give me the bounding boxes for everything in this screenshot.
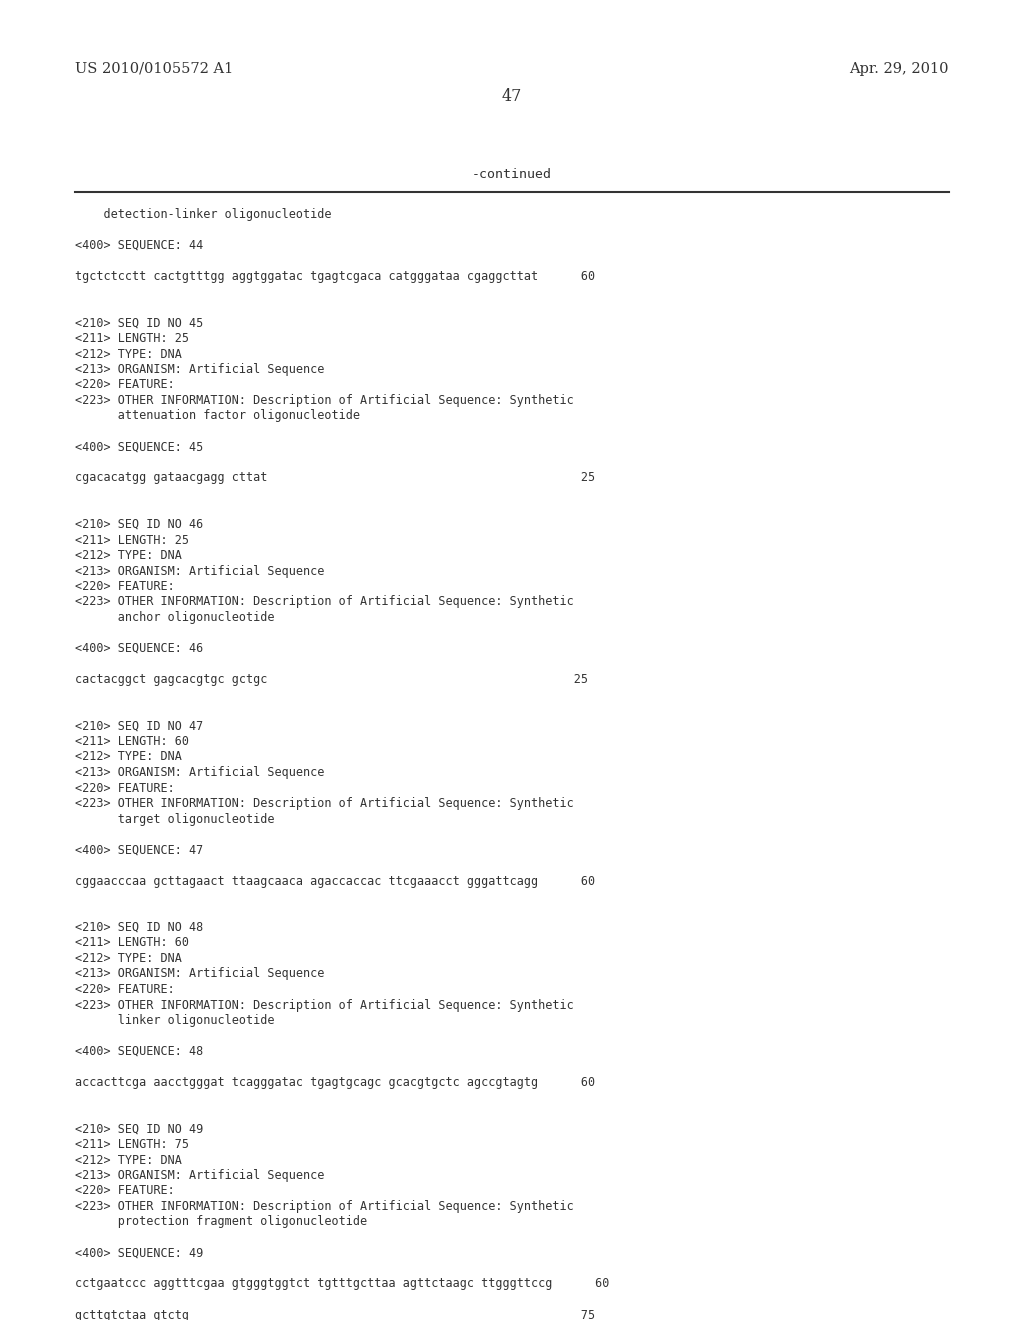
Text: target oligonucleotide: target oligonucleotide (75, 813, 274, 825)
Text: <400> SEQUENCE: 45: <400> SEQUENCE: 45 (75, 441, 203, 454)
Text: <223> OTHER INFORMATION: Description of Artificial Sequence: Synthetic: <223> OTHER INFORMATION: Description of … (75, 1200, 573, 1213)
Text: <212> TYPE: DNA: <212> TYPE: DNA (75, 549, 182, 562)
Text: Apr. 29, 2010: Apr. 29, 2010 (850, 62, 949, 77)
Text: 47: 47 (502, 88, 522, 106)
Text: <212> TYPE: DNA: <212> TYPE: DNA (75, 347, 182, 360)
Text: <400> SEQUENCE: 49: <400> SEQUENCE: 49 (75, 1246, 203, 1259)
Text: <212> TYPE: DNA: <212> TYPE: DNA (75, 952, 182, 965)
Text: <220> FEATURE:: <220> FEATURE: (75, 983, 175, 997)
Text: <223> OTHER INFORMATION: Description of Artificial Sequence: Synthetic: <223> OTHER INFORMATION: Description of … (75, 797, 573, 810)
Text: <213> ORGANISM: Artificial Sequence: <213> ORGANISM: Artificial Sequence (75, 1170, 325, 1181)
Text: <213> ORGANISM: Artificial Sequence: <213> ORGANISM: Artificial Sequence (75, 766, 325, 779)
Text: accacttcga aacctgggat tcagggatac tgagtgcagc gcacgtgctc agccgtagtg      60: accacttcga aacctgggat tcagggatac tgagtgc… (75, 1076, 595, 1089)
Text: <400> SEQUENCE: 46: <400> SEQUENCE: 46 (75, 642, 203, 655)
Text: <211> LENGTH: 60: <211> LENGTH: 60 (75, 735, 189, 748)
Text: <213> ORGANISM: Artificial Sequence: <213> ORGANISM: Artificial Sequence (75, 363, 325, 376)
Text: cctgaatccc aggtttcgaa gtgggtggtct tgtttgcttaa agttctaagc ttgggttccg      60: cctgaatccc aggtttcgaa gtgggtggtct tgtttg… (75, 1278, 609, 1291)
Text: cggaacccaa gcttagaact ttaagcaaca agaccaccac ttcgaaacct gggattcagg      60: cggaacccaa gcttagaact ttaagcaaca agaccac… (75, 874, 595, 887)
Text: <212> TYPE: DNA: <212> TYPE: DNA (75, 1154, 182, 1167)
Text: <211> LENGTH: 25: <211> LENGTH: 25 (75, 533, 189, 546)
Text: cgacacatgg gataacgagg cttat                                            25: cgacacatgg gataacgagg cttat 25 (75, 471, 595, 484)
Text: attenuation factor oligonucleotide: attenuation factor oligonucleotide (75, 409, 360, 422)
Text: <400> SEQUENCE: 47: <400> SEQUENCE: 47 (75, 843, 203, 857)
Text: <220> FEATURE:: <220> FEATURE: (75, 379, 175, 392)
Text: <210> SEQ ID NO 48: <210> SEQ ID NO 48 (75, 921, 203, 935)
Text: <223> OTHER INFORMATION: Description of Artificial Sequence: Synthetic: <223> OTHER INFORMATION: Description of … (75, 998, 573, 1011)
Text: <210> SEQ ID NO 47: <210> SEQ ID NO 47 (75, 719, 203, 733)
Text: <400> SEQUENCE: 48: <400> SEQUENCE: 48 (75, 1045, 203, 1059)
Text: <211> LENGTH: 25: <211> LENGTH: 25 (75, 333, 189, 345)
Text: <400> SEQUENCE: 44: <400> SEQUENCE: 44 (75, 239, 203, 252)
Text: US 2010/0105572 A1: US 2010/0105572 A1 (75, 62, 233, 77)
Text: <211> LENGTH: 60: <211> LENGTH: 60 (75, 936, 189, 949)
Text: <213> ORGANISM: Artificial Sequence: <213> ORGANISM: Artificial Sequence (75, 565, 325, 578)
Text: <212> TYPE: DNA: <212> TYPE: DNA (75, 751, 182, 763)
Text: <210> SEQ ID NO 45: <210> SEQ ID NO 45 (75, 317, 203, 330)
Text: <223> OTHER INFORMATION: Description of Artificial Sequence: Synthetic: <223> OTHER INFORMATION: Description of … (75, 393, 573, 407)
Text: protection fragment oligonucleotide: protection fragment oligonucleotide (75, 1216, 368, 1229)
Text: -continued: -continued (472, 168, 552, 181)
Text: <211> LENGTH: 75: <211> LENGTH: 75 (75, 1138, 189, 1151)
Text: <210> SEQ ID NO 46: <210> SEQ ID NO 46 (75, 517, 203, 531)
Text: <223> OTHER INFORMATION: Description of Artificial Sequence: Synthetic: <223> OTHER INFORMATION: Description of … (75, 595, 573, 609)
Text: <213> ORGANISM: Artificial Sequence: <213> ORGANISM: Artificial Sequence (75, 968, 325, 981)
Text: tgctctcctt cactgtttgg aggtggatac tgagtcgaca catgggataa cgaggcttat      60: tgctctcctt cactgtttgg aggtggatac tgagtcg… (75, 271, 595, 282)
Text: <210> SEQ ID NO 49: <210> SEQ ID NO 49 (75, 1122, 203, 1135)
Text: anchor oligonucleotide: anchor oligonucleotide (75, 611, 274, 624)
Text: linker oligonucleotide: linker oligonucleotide (75, 1014, 274, 1027)
Text: gcttgtctaa gtctg                                                       75: gcttgtctaa gtctg 75 (75, 1308, 595, 1320)
Text: detection-linker oligonucleotide: detection-linker oligonucleotide (75, 209, 332, 220)
Text: <220> FEATURE:: <220> FEATURE: (75, 781, 175, 795)
Text: <220> FEATURE:: <220> FEATURE: (75, 1184, 175, 1197)
Text: <220> FEATURE:: <220> FEATURE: (75, 579, 175, 593)
Text: cactacggct gagcacgtgc gctgc                                           25: cactacggct gagcacgtgc gctgc 25 (75, 673, 588, 686)
